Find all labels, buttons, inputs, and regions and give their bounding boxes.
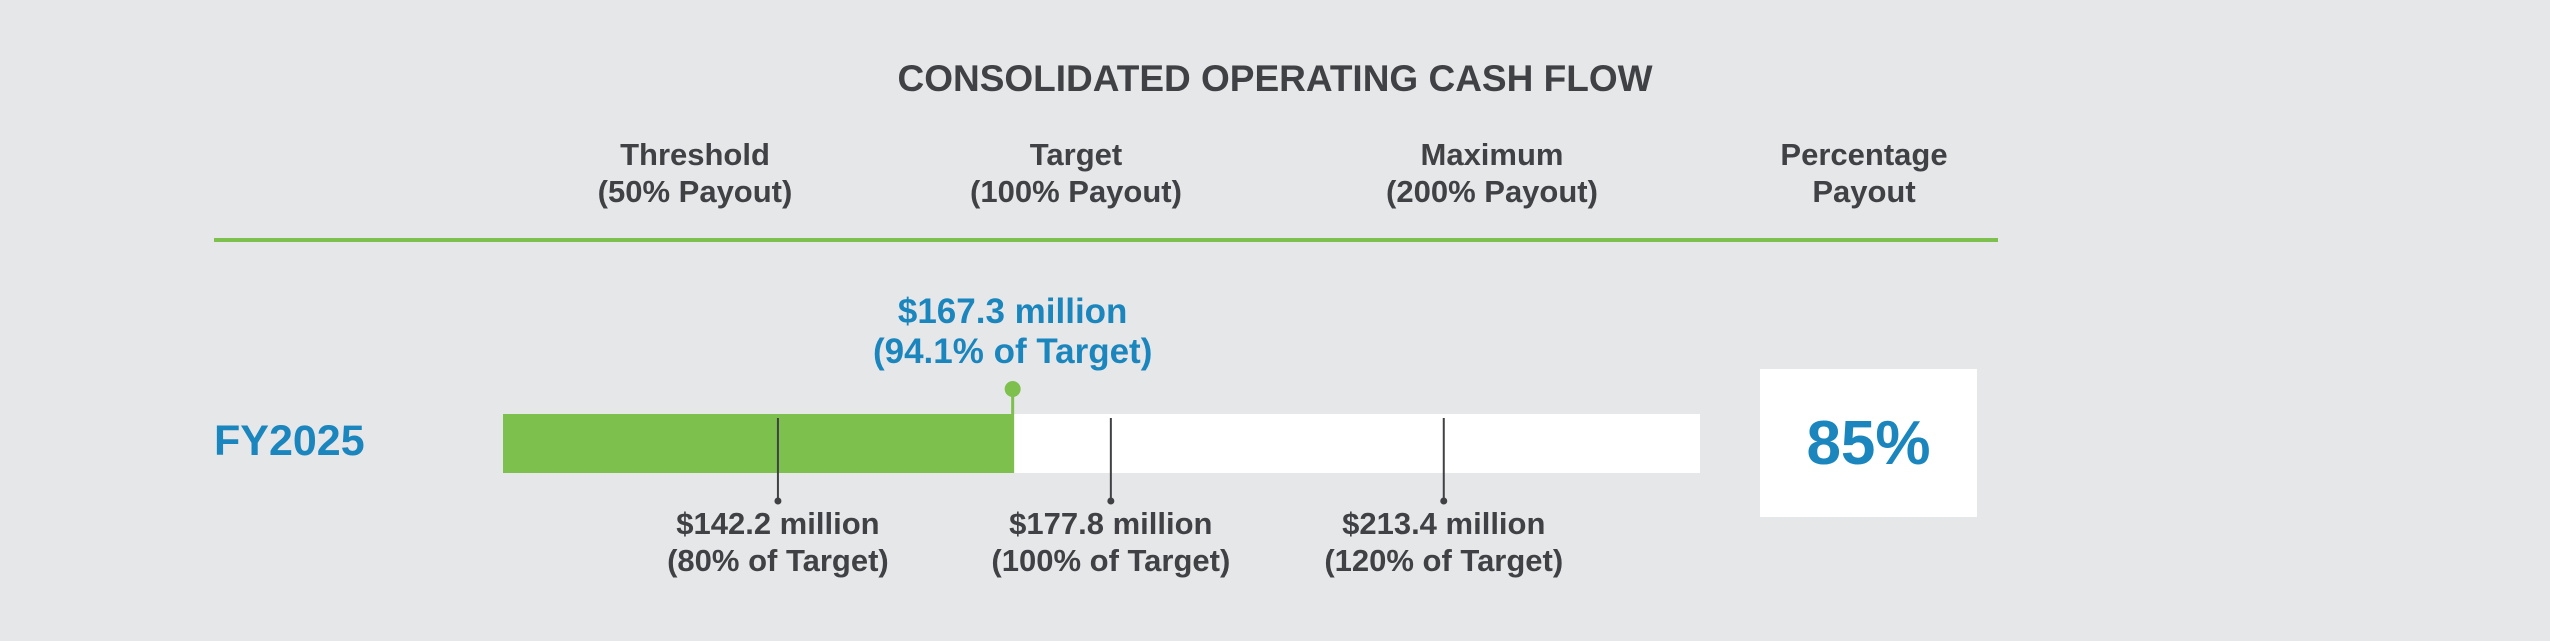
tick-marks — [774, 418, 1448, 505]
column-header-percentage-line2: Payout — [1812, 174, 1916, 209]
tick-label-target-line2: (100% of Target) — [991, 543, 1231, 578]
payout-percentage-value: 85% — [1806, 408, 1931, 478]
actual-value-label: $167.3 million (94.1% of Target) — [873, 292, 1152, 372]
tick-label-maximum-line1: $213.4 million — [1342, 506, 1546, 541]
column-header-target: Target (100% Payout) — [970, 136, 1182, 210]
tick-dot-0 — [774, 497, 782, 505]
payout-percentage-box: 85% — [1760, 369, 1977, 517]
tick-dot-1 — [1107, 497, 1115, 505]
tick-label-threshold: $142.2 million (80% of Target) — [667, 505, 889, 579]
tick-label-threshold-line1: $142.2 million — [676, 506, 880, 541]
actual-value-bar — [503, 414, 1013, 473]
column-header-threshold: Threshold (50% Payout) — [598, 136, 793, 210]
tick-label-threshold-line2: (80% of Target) — [667, 543, 889, 578]
column-header-target-line1: Target — [1029, 137, 1123, 172]
row-label-fiscal-year: FY2025 — [214, 417, 365, 465]
tick-label-maximum-line2: (120% of Target) — [1324, 543, 1564, 578]
header-divider — [214, 238, 1998, 242]
tick-label-maximum: $213.4 million (120% of Target) — [1324, 505, 1563, 579]
column-header-percentage-payout: Percentage Payout — [1780, 136, 1947, 210]
column-header-maximum-line2: (200% Payout) — [1386, 174, 1598, 209]
actual-value-label-line1: $167.3 million — [897, 292, 1128, 331]
tick-dot-2 — [1440, 497, 1448, 505]
chart-title: CONSOLIDATED OPERATING CASH FLOW — [897, 58, 1653, 99]
column-header-maximum: Maximum (200% Payout) — [1386, 136, 1598, 210]
column-header-maximum-line1: Maximum — [1420, 137, 1564, 172]
actual-value-label-line2: (94.1% of Target) — [872, 332, 1153, 371]
actual-value-marker-dot — [1004, 381, 1021, 397]
column-header-percentage-line1: Percentage — [1780, 137, 1948, 172]
column-header-threshold-line2: (50% Payout) — [597, 174, 793, 209]
tick-label-target: $177.8 million (100% of Target) — [991, 505, 1230, 579]
column-header-target-line2: (100% Payout) — [970, 174, 1182, 209]
tick-label-target-line1: $177.8 million — [1009, 506, 1213, 541]
column-header-threshold-line1: Threshold — [620, 137, 770, 172]
